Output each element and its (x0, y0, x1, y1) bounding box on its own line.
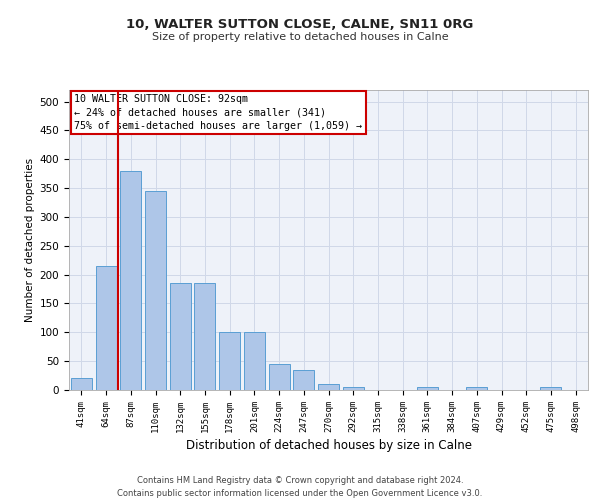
Text: 10, WALTER SUTTON CLOSE, CALNE, SN11 0RG: 10, WALTER SUTTON CLOSE, CALNE, SN11 0RG (127, 18, 473, 30)
Bar (466, 387, 487, 390)
Bar (417, 387, 438, 390)
Bar (170, 284, 191, 390)
Bar (219, 332, 240, 390)
Bar (318, 384, 339, 390)
Bar (71, 378, 92, 390)
Text: Contains HM Land Registry data © Crown copyright and database right 2024.
Contai: Contains HM Land Registry data © Crown c… (118, 476, 482, 498)
Bar (293, 370, 314, 390)
Bar (244, 332, 265, 390)
Text: Size of property relative to detached houses in Calne: Size of property relative to detached ho… (152, 32, 448, 42)
Bar (95, 266, 116, 390)
Bar (541, 387, 562, 390)
Bar (269, 364, 290, 390)
Bar (343, 387, 364, 390)
Y-axis label: Number of detached properties: Number of detached properties (25, 158, 35, 322)
X-axis label: Distribution of detached houses by size in Calne: Distribution of detached houses by size … (185, 439, 472, 452)
Text: 10 WALTER SUTTON CLOSE: 92sqm
← 24% of detached houses are smaller (341)
75% of : 10 WALTER SUTTON CLOSE: 92sqm ← 24% of d… (74, 94, 362, 131)
Bar (145, 191, 166, 390)
Bar (120, 171, 141, 390)
Bar (194, 284, 215, 390)
